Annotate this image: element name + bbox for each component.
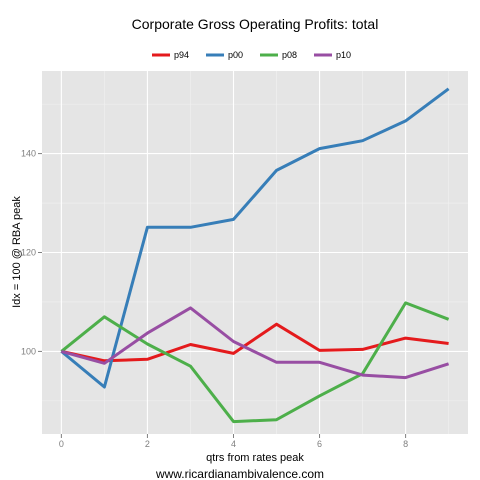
legend-label: p10 (336, 50, 351, 60)
legend-item-p00: p00 (206, 50, 243, 60)
series-line-p00 (60, 87, 450, 389)
x-tick-label: 4 (231, 439, 236, 449)
legend-item-p08: p08 (260, 50, 297, 60)
legend-item-p10: p10 (314, 50, 351, 60)
legend-item-p94: p94 (152, 50, 189, 60)
chart-title: Corporate Gross Operating Profits: total (132, 16, 379, 32)
x-axis: 0 2 4 6 8 (59, 434, 408, 449)
legend-label: p00 (228, 50, 243, 60)
legend: p94 p00 p08 p10 (152, 50, 351, 60)
x-tick-label: 0 (59, 439, 64, 449)
y-axis-title: Idx = 100 @ RBA peak (11, 196, 23, 308)
source-caption: www.ricardianambivalence.com (155, 467, 324, 480)
x-tick-label: 8 (403, 439, 408, 449)
x-tick-label: 2 (145, 439, 150, 449)
legend-label: p94 (174, 50, 189, 60)
series-line-p94 (61, 322, 449, 363)
y-axis: 100 120 140 (21, 149, 42, 356)
y-tick-label: 100 (21, 346, 36, 356)
series-line-p08 (60, 301, 450, 424)
series-line-p10 (60, 306, 450, 380)
x-axis-title: qtrs from rates peak (206, 452, 304, 464)
y-tick-label: 140 (21, 149, 36, 159)
legend-label: p08 (282, 50, 297, 60)
series-lines (60, 87, 450, 424)
y-tick-label: 120 (21, 248, 36, 258)
x-tick-label: 6 (317, 439, 322, 449)
